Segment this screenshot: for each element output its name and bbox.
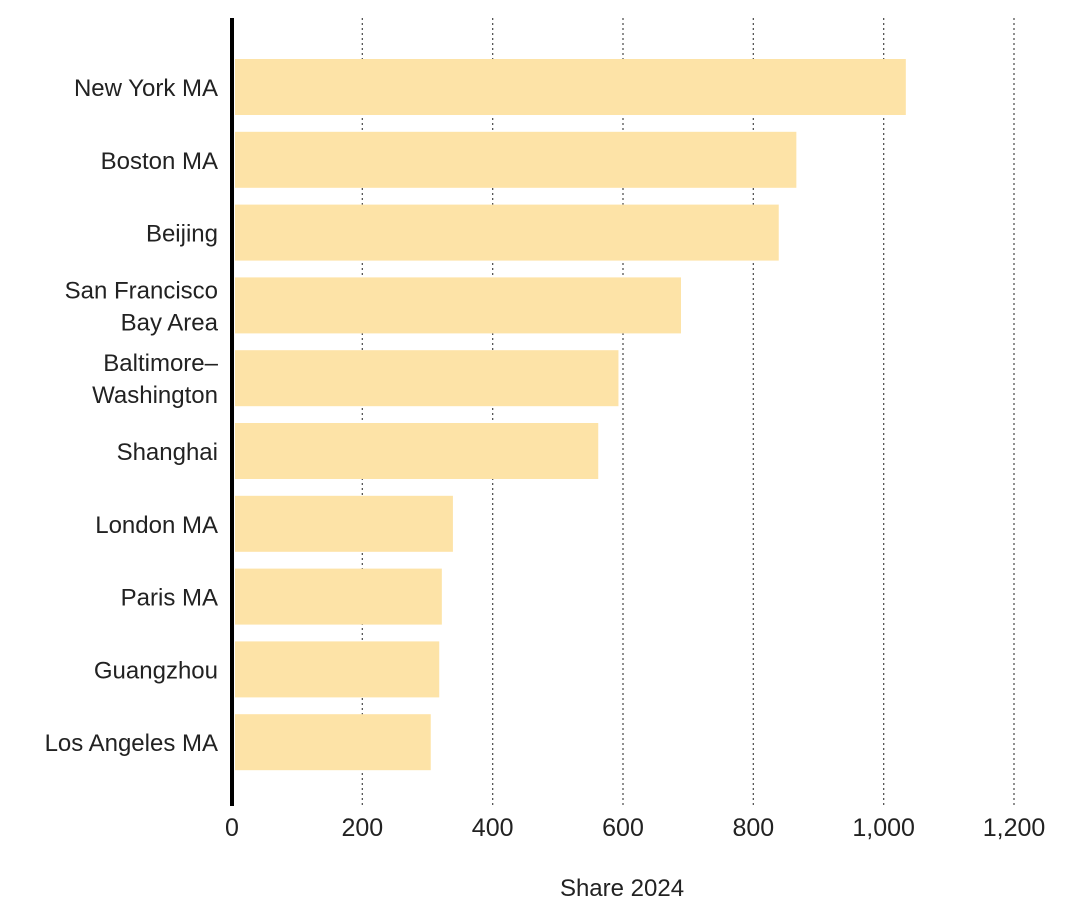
category-label: Baltimore– — [103, 350, 218, 377]
category-label: Paris MA — [121, 585, 218, 612]
bar — [235, 714, 431, 771]
bar — [235, 350, 619, 407]
x-tick-label: 0 — [225, 814, 239, 842]
category-label: Bay Area — [121, 309, 219, 336]
x-axis-title: Share 2024 — [560, 875, 684, 902]
category-label: Boston MA — [101, 148, 218, 175]
bars — [235, 59, 906, 771]
bar — [235, 423, 599, 479]
bar — [235, 59, 906, 115]
x-tick-label: 800 — [732, 814, 774, 842]
x-tick-label: 1,000 — [852, 814, 915, 842]
x-tick-labels: 0 200 400 600 800 1,000 1,200 — [225, 814, 1045, 842]
bar — [235, 641, 440, 698]
category-label: New York MA — [74, 75, 218, 102]
category-label: Los Angeles MA — [45, 730, 218, 757]
category-label: San Francisco — [65, 277, 218, 304]
bar — [235, 131, 797, 188]
x-tick-label: 200 — [341, 814, 383, 842]
category-label: Washington — [92, 382, 218, 409]
x-tick-label: 1,200 — [983, 814, 1046, 842]
category-label: Shanghai — [117, 439, 218, 466]
category-labels: New York MA Boston MA Beijing San Francisco… — [45, 75, 219, 757]
bar — [235, 277, 681, 334]
category-label: London MA — [95, 512, 218, 539]
bar — [235, 204, 779, 261]
bar — [235, 495, 453, 552]
x-tick-label: 600 — [602, 814, 644, 842]
category-label: Beijing — [146, 221, 218, 248]
bar — [235, 568, 442, 625]
category-label: Guangzhou — [94, 657, 218, 684]
x-tick-label: 400 — [472, 814, 514, 842]
